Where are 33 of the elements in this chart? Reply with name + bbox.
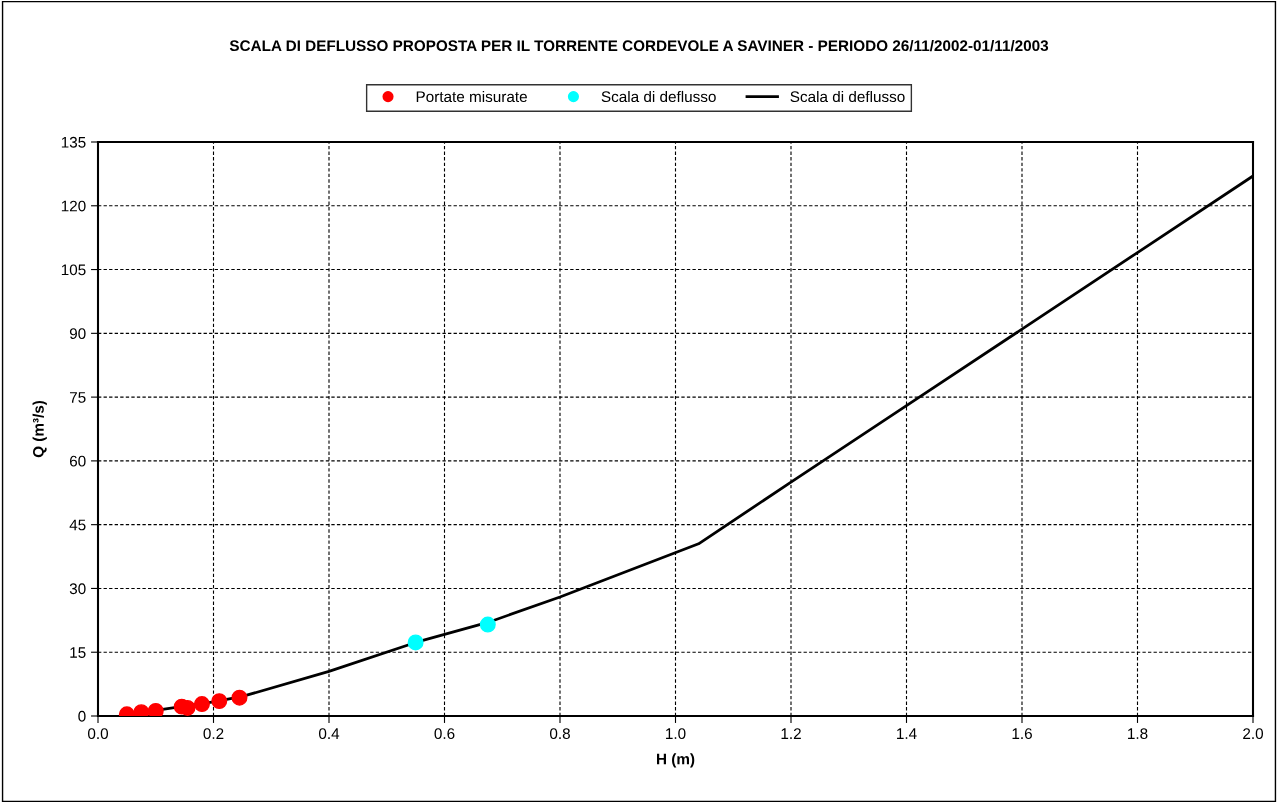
y-tick-label: 135 [61,136,86,148]
point [407,634,424,651]
x-tick-label: 1.8 [1128,728,1148,740]
y-tick-label: 45 [69,519,86,531]
y-tick-label: 75 [69,392,86,403]
x-tick-label: 0.0 [87,728,109,740]
y-tick-label: 90 [69,328,86,340]
y-tick-label: 30 [69,583,86,595]
x-tick-label: 0.6 [434,728,455,740]
point [231,689,248,706]
x-tick-label: 0.2 [203,728,224,740]
y-axis-title: Q (m³/s) [32,400,47,458]
x-tick-label: 0.4 [318,728,340,740]
x-tick-label: 1.4 [897,728,917,739]
legend-label: Scala di deflusso [790,90,905,103]
point [147,702,164,716]
x-tick-label: 2.0 [1243,728,1264,740]
y-tick-label: 120 [61,200,86,212]
legend-label: Portate misurate [416,90,527,103]
x-tick-label: 0.8 [549,728,570,740]
x-tick-label: 1.6 [1012,728,1032,740]
chart-title: SCALA DI DEFLUSSO PROPOSTA PER IL TORRENTE CORDEVOLE A SAVINER - PERIODO 26/11/2002-01/11/2003 [229,39,1049,52]
point [479,616,496,633]
x-tick-label: 1.0 [666,728,686,740]
y-tick-label: 60 [69,455,86,467]
y-tick-label: 105 [61,264,86,276]
point [211,693,228,710]
x-axis-title: H (m) [657,753,695,768]
x-tick-label: 1.2 [781,728,801,739]
legend-label: Scala di deflusso [601,90,716,103]
y-tick-label: 15 [70,647,86,658]
y-tick-label: 0 [78,710,86,722]
point [193,696,210,713]
